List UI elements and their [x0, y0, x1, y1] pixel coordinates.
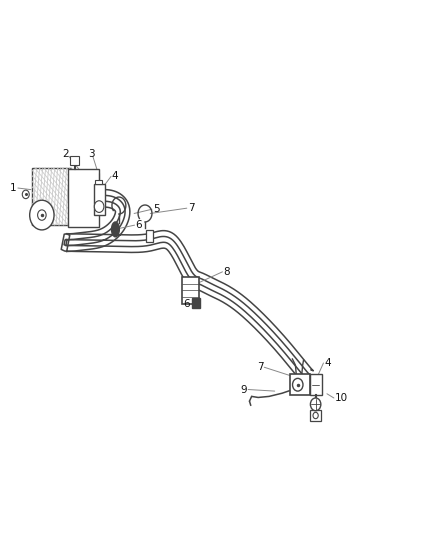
FancyBboxPatch shape [146, 230, 153, 241]
FancyBboxPatch shape [310, 374, 322, 395]
Circle shape [313, 413, 318, 419]
Text: 3: 3 [88, 149, 95, 159]
Circle shape [293, 378, 303, 391]
Text: 7: 7 [187, 203, 194, 213]
FancyBboxPatch shape [67, 169, 99, 227]
Circle shape [311, 398, 321, 411]
Text: 4: 4 [324, 358, 331, 368]
Text: 7: 7 [257, 362, 263, 372]
Text: 6: 6 [183, 298, 189, 309]
FancyBboxPatch shape [70, 156, 79, 165]
Text: 5: 5 [153, 204, 159, 214]
FancyBboxPatch shape [32, 168, 71, 225]
Ellipse shape [112, 222, 119, 237]
FancyBboxPatch shape [311, 410, 321, 421]
Text: 4: 4 [112, 172, 119, 181]
FancyBboxPatch shape [94, 184, 105, 215]
Circle shape [30, 200, 54, 230]
FancyBboxPatch shape [192, 298, 200, 308]
FancyBboxPatch shape [182, 277, 199, 304]
Circle shape [22, 190, 29, 199]
Text: 9: 9 [240, 384, 247, 394]
FancyBboxPatch shape [290, 374, 310, 395]
Text: 6: 6 [135, 220, 142, 230]
FancyBboxPatch shape [95, 180, 102, 184]
Text: 2: 2 [63, 149, 69, 159]
Text: 8: 8 [223, 267, 230, 277]
Circle shape [38, 210, 46, 220]
Text: 1: 1 [10, 183, 17, 193]
Circle shape [94, 201, 104, 213]
Text: 10: 10 [335, 393, 348, 403]
